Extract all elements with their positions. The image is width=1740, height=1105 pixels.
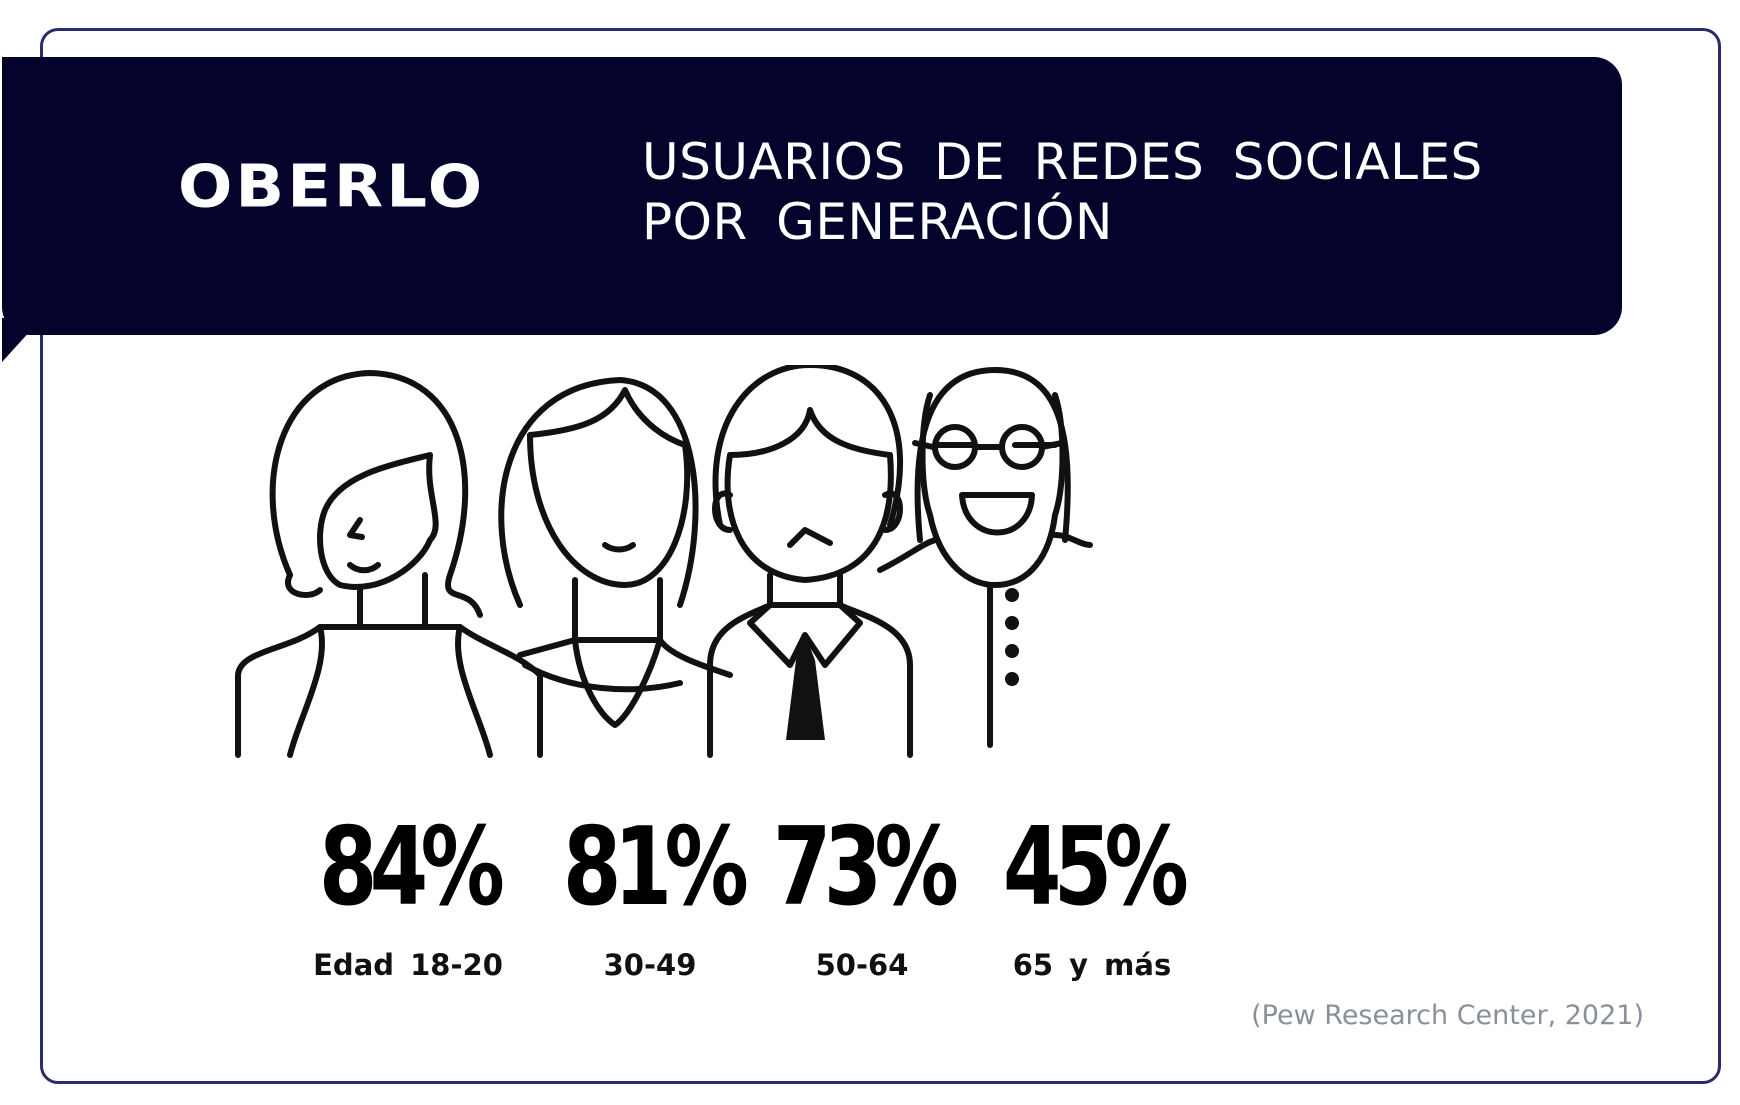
banner-fold — [2, 318, 42, 362]
title-line-1: USUARIOS DE REDES SOCIALES — [642, 133, 1483, 191]
title-line-2: POR GENERACIÓN — [642, 193, 1113, 251]
value-label-1: 81% — [562, 805, 749, 930]
category-label-3: 65 y más — [1012, 948, 1172, 982]
oberlo-logo: OBERLO — [178, 152, 486, 222]
older-man-glasses-icon — [877, 367, 1093, 748]
source-citation: (Pew Research Center, 2021) — [1251, 1000, 1644, 1031]
generation-figures — [235, 365, 1093, 758]
value-label-0: 84% — [318, 805, 505, 930]
man-with-tie-icon — [707, 365, 913, 758]
category-label-1: 30-49 — [603, 948, 697, 982]
page-title: USUARIOS DE REDES SOCIALES POR GENERACIÓ… — [642, 132, 1483, 252]
young-woman-icon — [235, 370, 543, 758]
value-label-2: 73% — [772, 805, 959, 930]
header-banner — [2, 57, 1622, 335]
value-label-3: 45% — [1002, 805, 1189, 930]
adult-woman-icon — [498, 377, 733, 728]
category-label-0: Edad 18-20 — [313, 948, 503, 982]
category-label-2: 50-64 — [815, 948, 909, 982]
